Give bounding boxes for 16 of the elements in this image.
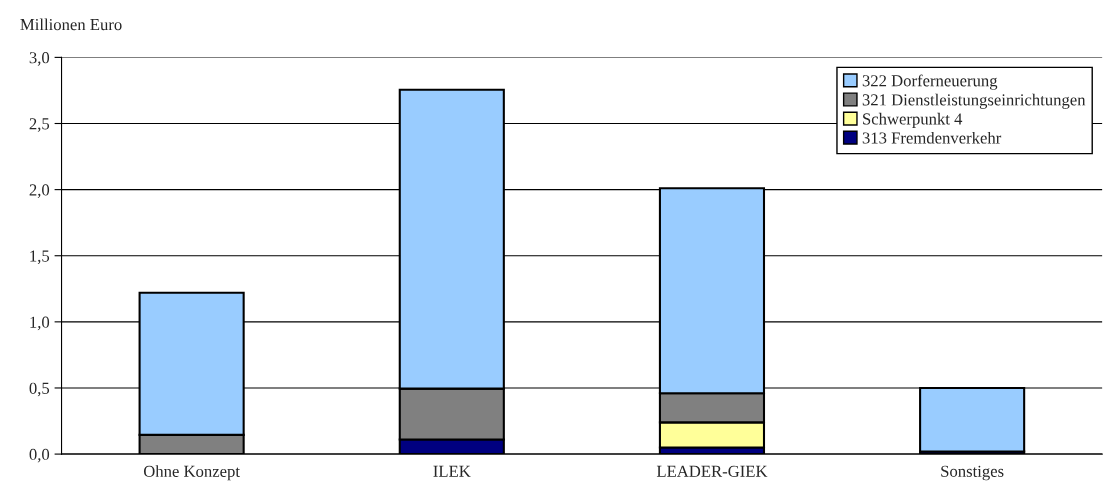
x-tick-label: Sonstiges	[941, 465, 1004, 481]
legend-label: 313 Fremdenverkehr	[862, 131, 1002, 144]
legend-label: 322 Dorferneuerung	[862, 74, 998, 90]
y-axis-title: Millionen Euro	[20, 18, 122, 31]
y-tick-label: 0,5	[29, 382, 50, 397]
y-tick-label: 1,5	[30, 250, 50, 265]
y-tick-label: 2,0	[29, 184, 50, 198]
y-tick-label: 0,0	[29, 448, 50, 463]
legend-label: Schwerpunkt 4	[863, 112, 963, 128]
y-tick-label: 1,0	[30, 316, 50, 331]
legend-label: 321 Dienstleistungseinrichtungen	[862, 93, 1086, 109]
x-tick-label: LEADER-GIEK	[656, 465, 768, 477]
x-tick-label: Ohne Konzept	[143, 465, 240, 481]
y-tick-label: 2,5	[29, 118, 50, 132]
x-tick-label: ILEK	[433, 465, 471, 477]
y-tick-label: 3,0	[29, 52, 50, 66]
